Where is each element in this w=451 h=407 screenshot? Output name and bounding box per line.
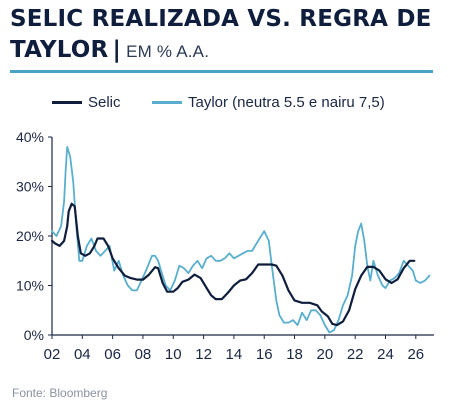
x-tick-label: 18 (286, 346, 303, 363)
legend-swatch-selic (52, 101, 82, 104)
x-tick-label: 22 (347, 346, 364, 363)
legend-label-selic: Selic (88, 94, 121, 111)
series-line-selic (50, 202, 416, 327)
x-tick-label: 12 (195, 346, 212, 363)
chart-title-line-2-text: TAYLOR (10, 37, 109, 63)
chart-title-line-2: TAYLOR | EM % A.A. (10, 35, 445, 67)
title-rule (10, 70, 433, 73)
chart-title-line-1: SELIC REALIZADA VS. REGRA DE (10, 6, 432, 32)
title-separator: | (112, 37, 122, 63)
x-tick-label: 14 (226, 346, 243, 363)
x-tick-label: 16 (256, 346, 273, 363)
y-tick-label: 0% (24, 327, 44, 343)
x-tick-label: 06 (104, 346, 121, 363)
legend-item-taylor: Taylor (neutra 5.5 e nairu 7,5) (152, 94, 385, 111)
source-note: Fonte: Bloomberg (12, 386, 108, 400)
y-tick-label: 20% (16, 228, 44, 244)
y-tick-label: 10% (16, 278, 44, 294)
x-tick-label: 20 (317, 346, 334, 363)
y-tick-label: 30% (16, 179, 44, 195)
x-tick-label: 08 (135, 346, 152, 363)
x-tick-label: 04 (74, 346, 91, 363)
series-line-taylor (51, 146, 431, 334)
legend-item-selic: Selic (52, 94, 121, 111)
y-tick-label: 40% (16, 129, 44, 145)
title-unit: EM % A.A. (126, 42, 210, 61)
x-tick-label: 10 (165, 346, 182, 363)
chart-title: SELIC REALIZADA VS. REGRA DE TAYLOR | EM %… (10, 4, 445, 67)
legend-label-taylor: Taylor (neutra 5.5 e nairu 7,5) (188, 94, 385, 111)
x-tick-label: 02 (44, 346, 61, 363)
legend-swatch-taylor (152, 101, 182, 104)
x-tick-label: 26 (407, 346, 424, 363)
x-tick-label: 24 (377, 346, 394, 363)
